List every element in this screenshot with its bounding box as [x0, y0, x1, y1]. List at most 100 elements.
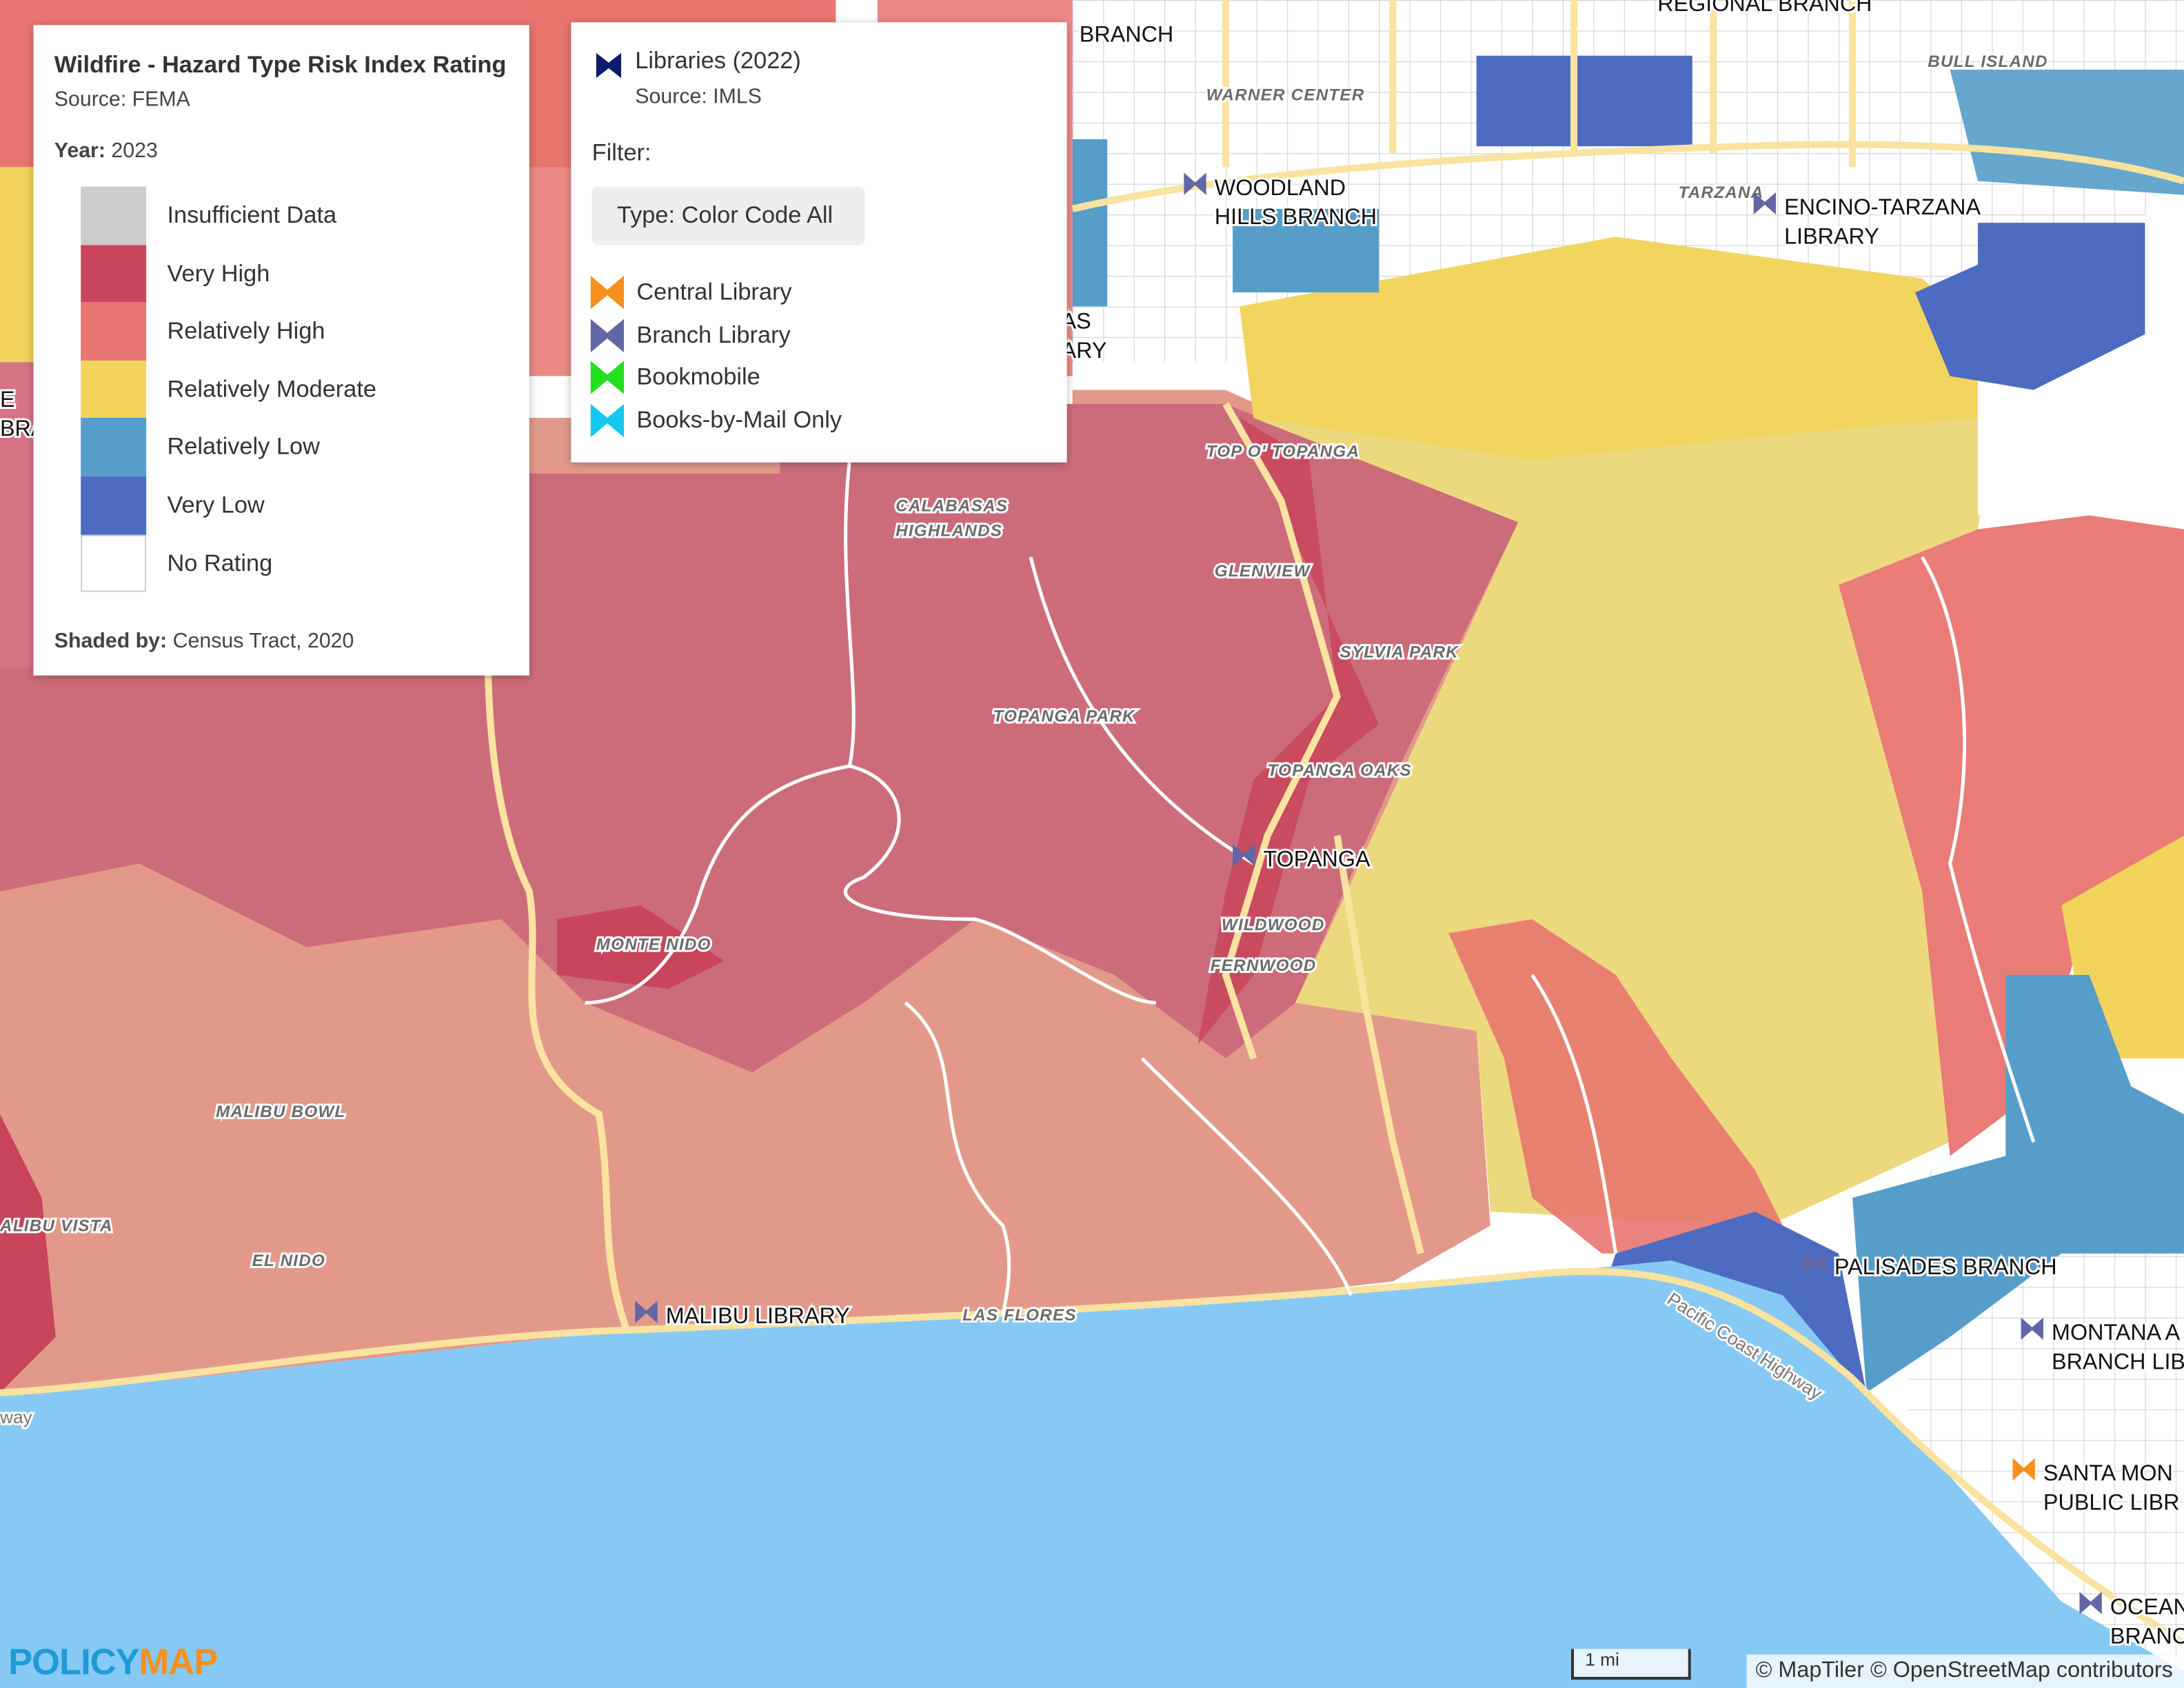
- place-label: TOPANGA OAKS: [1268, 761, 1412, 780]
- legend-swatch: [81, 244, 147, 303]
- tract: [1476, 55, 1692, 147]
- icon-shape: [590, 361, 625, 394]
- library-label: PALISADES BRANCH: [1834, 1254, 2057, 1279]
- legend-label: Very Low: [167, 491, 265, 519]
- legend-label: Insufficient Data: [167, 201, 337, 229]
- library-marker: [2012, 1458, 2035, 1481]
- year-value: 2023: [111, 139, 158, 163]
- library-marker: [2021, 1317, 2043, 1340]
- legend-icon: [590, 318, 625, 352]
- scale-bar: 1 mi: [1571, 1649, 1691, 1680]
- legend-swatch: [81, 418, 147, 476]
- filter-label: Filter:: [592, 139, 651, 166]
- library-marker: [1184, 172, 1206, 195]
- filter-button[interactable]: Type: Color Code All: [592, 186, 865, 245]
- tract: [1197, 417, 1379, 1045]
- place-label: MONTE NIDO: [596, 936, 711, 954]
- tract: [1240, 237, 2006, 460]
- legend-icon: [590, 361, 625, 394]
- library-marker: [1753, 192, 1777, 215]
- attribution[interactable]: © MapTiler © OpenStreetMap contributors: [1747, 1654, 2184, 1688]
- library-label: MALIBU LIBRARY: [666, 1303, 850, 1328]
- roads: [585, 459, 2036, 1316]
- legend-label: No Rating: [167, 550, 273, 576]
- tract: [2005, 974, 2184, 1254]
- library-marker: [2079, 1591, 2102, 1614]
- library-label: PUBLIC LIBR: [2043, 1489, 2180, 1514]
- legend-label: Central Library: [636, 278, 792, 305]
- tract: [0, 403, 1519, 1073]
- road-label: way: [0, 1407, 33, 1427]
- filter-text: Type: Color Code All: [617, 201, 833, 229]
- legend-icon: [596, 52, 622, 79]
- legend-swatch: [81, 186, 147, 245]
- legend-source: Source: FEMA: [54, 88, 190, 112]
- legend-year: Year: 2023: [54, 139, 158, 163]
- library-label: MONTANA A: [2052, 1320, 2181, 1345]
- library-labels: BRANCH REGIONAL BRANCH WOODLAND HILLS BRANC…: [0, 0, 2184, 1649]
- place-label: WILDWOOD: [1222, 916, 1325, 934]
- icon-shape: [590, 403, 625, 437]
- library-label: ENCINO-TARZANA: [1784, 194, 1981, 219]
- tract: [0, 1114, 56, 1393]
- library-label: ARY: [1062, 338, 1107, 363]
- icon-shape: [590, 275, 625, 310]
- place-label: FERNWOOD: [1211, 956, 1317, 975]
- attribution-text: © MapTiler © OpenStreetMap contributors: [1755, 1658, 2173, 1682]
- place-label: HIGHLANDS: [896, 522, 1002, 541]
- legend-swatch: [81, 302, 147, 361]
- tract: [1915, 223, 2145, 390]
- hazard-legend: Wildfire - Hazard Type Risk Index Rating…: [33, 25, 529, 676]
- legend-swatch: [81, 360, 147, 419]
- shaded-by-label: Shaded by:: [54, 629, 168, 654]
- legend-swatch: [81, 534, 147, 592]
- legend-label: Branch Library: [636, 321, 791, 348]
- tract: [1448, 919, 1783, 1254]
- legend-label: Bookmobile: [636, 363, 760, 390]
- library-legend: Libraries (2022) Source: IMLS Filter: Ty…: [571, 22, 1067, 463]
- tract: [1072, 139, 1108, 307]
- library-marker: [1803, 1252, 1826, 1275]
- library-marker: [1233, 843, 1255, 867]
- library-label: WOODLAND: [1215, 175, 1346, 200]
- place-label: ALIBU VISTA: [0, 1217, 113, 1236]
- library-label: OCEAN: [2110, 1594, 2184, 1619]
- place-label: EL NIDO: [252, 1252, 325, 1270]
- place-label: SYLVIA PARK: [1340, 643, 1459, 661]
- place-label: GLENVIEW: [1215, 562, 1311, 581]
- library-label: BRANCH: [1080, 22, 1173, 47]
- ocean: [0, 1260, 2184, 1688]
- place-label: TARZANA: [1679, 183, 1764, 202]
- legend-swatch: [81, 476, 147, 534]
- place-label: WARNER CENTER: [1206, 86, 1365, 104]
- scale-label: 1 mi: [1585, 1649, 1619, 1670]
- tract: [1233, 208, 1379, 293]
- library-label: LIBRARY: [1784, 223, 1879, 248]
- library-label: BRANC: [2110, 1623, 2184, 1648]
- logo-part: MAP: [139, 1640, 219, 1682]
- shaded-by-value: Census Tract, 2020: [172, 629, 354, 654]
- legend-label: Relatively High: [167, 317, 325, 345]
- legend-shaded-by: Shaded by: Census Tract, 2020: [54, 630, 354, 653]
- tract: [1838, 515, 2184, 1156]
- library-label: SANTA MON: [2043, 1460, 2173, 1485]
- icon-shape: [590, 318, 625, 352]
- tract: [557, 905, 725, 989]
- place-label: CALABASAS: [896, 496, 1008, 515]
- place-label: MALIBU BOWL: [216, 1103, 345, 1121]
- legend-title: Wildfire - Hazard Type Risk Index Rating: [54, 51, 507, 79]
- legend-source: Source: IMLS: [635, 85, 762, 109]
- library-label: REGIONAL BRANCH: [1657, 0, 1872, 16]
- place-label: TOPANGA PARK: [993, 707, 1135, 725]
- logo[interactable]: POLICYMAP: [8, 1640, 219, 1684]
- legend-icon: [590, 403, 625, 437]
- highways: [0, 0, 2184, 1647]
- legend-label: Books-by-Mail Only: [636, 405, 842, 433]
- logo-part: POLICY: [8, 1640, 140, 1682]
- place-label: LAS FLORES: [962, 1306, 1077, 1325]
- tract: [1240, 237, 2006, 1226]
- place-label: TOP O' TOPANGA: [1206, 442, 1360, 461]
- legend-label: Relatively Low: [167, 433, 320, 461]
